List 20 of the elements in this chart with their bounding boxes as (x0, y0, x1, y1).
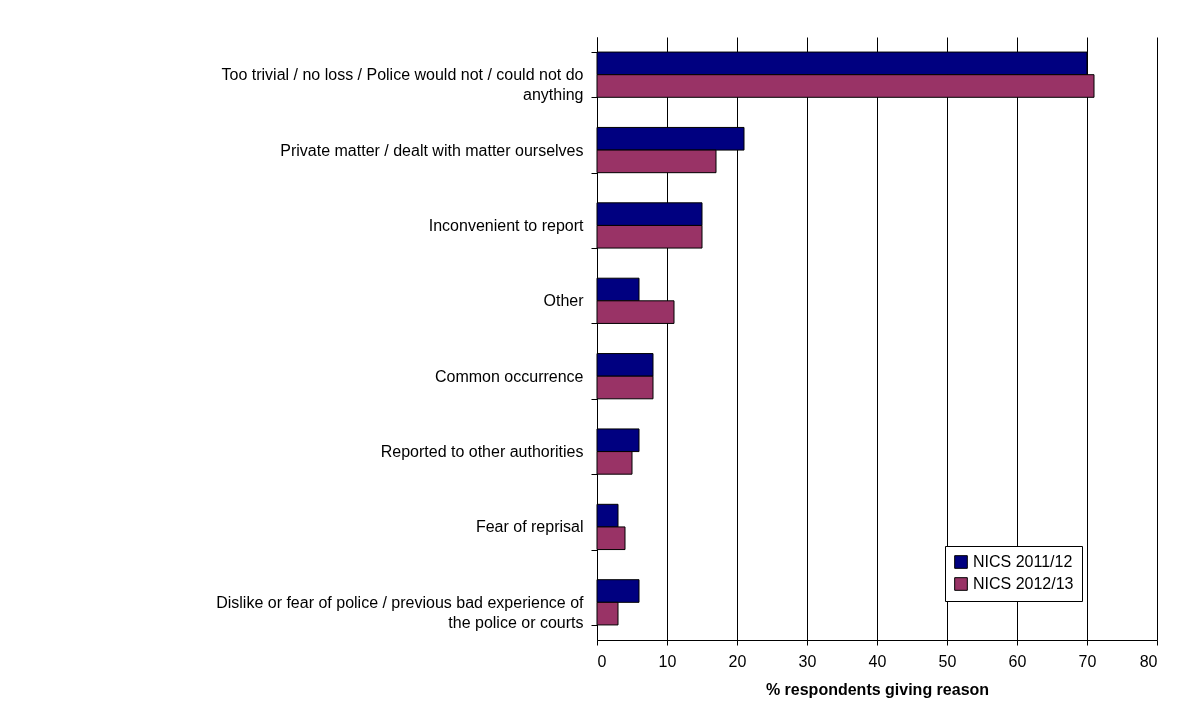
x-tick-label: 40 (868, 652, 887, 670)
y-tick-label: Fear of reprisal (475, 518, 584, 536)
x-axis-title: % respondents giving reason (765, 680, 990, 698)
y-tick-label: Other (543, 292, 585, 310)
y-tick-label: Dislike or fear of police / previous bad experience of the police or courts (216, 593, 585, 631)
x-tick-label: 30 (798, 652, 817, 670)
y-tick-label: Private matter / dealt with matter ourselves (280, 141, 584, 159)
legend-label: NICS 2012/13 (973, 575, 1074, 592)
x-tick-label: 20 (728, 652, 747, 670)
x-tick-label: 70 (1078, 652, 1097, 670)
x-tick-label: 50 (938, 652, 957, 670)
x-tick-label: 0 (597, 652, 607, 670)
y-tick-label: Too trivial / no loss / Police would not / could not do anything (221, 66, 584, 104)
y-tick-label: Inconvenient to report (428, 216, 585, 234)
y-tick-label: Reported to other authorities (380, 443, 584, 461)
x-tick-label: 10 (658, 652, 677, 670)
x-tick-label: 80 (1139, 652, 1158, 670)
y-tick-label: Common occurrence (435, 367, 584, 385)
legend-label: NICS 2011/12 (973, 553, 1073, 570)
x-tick-label: 60 (1008, 652, 1027, 670)
